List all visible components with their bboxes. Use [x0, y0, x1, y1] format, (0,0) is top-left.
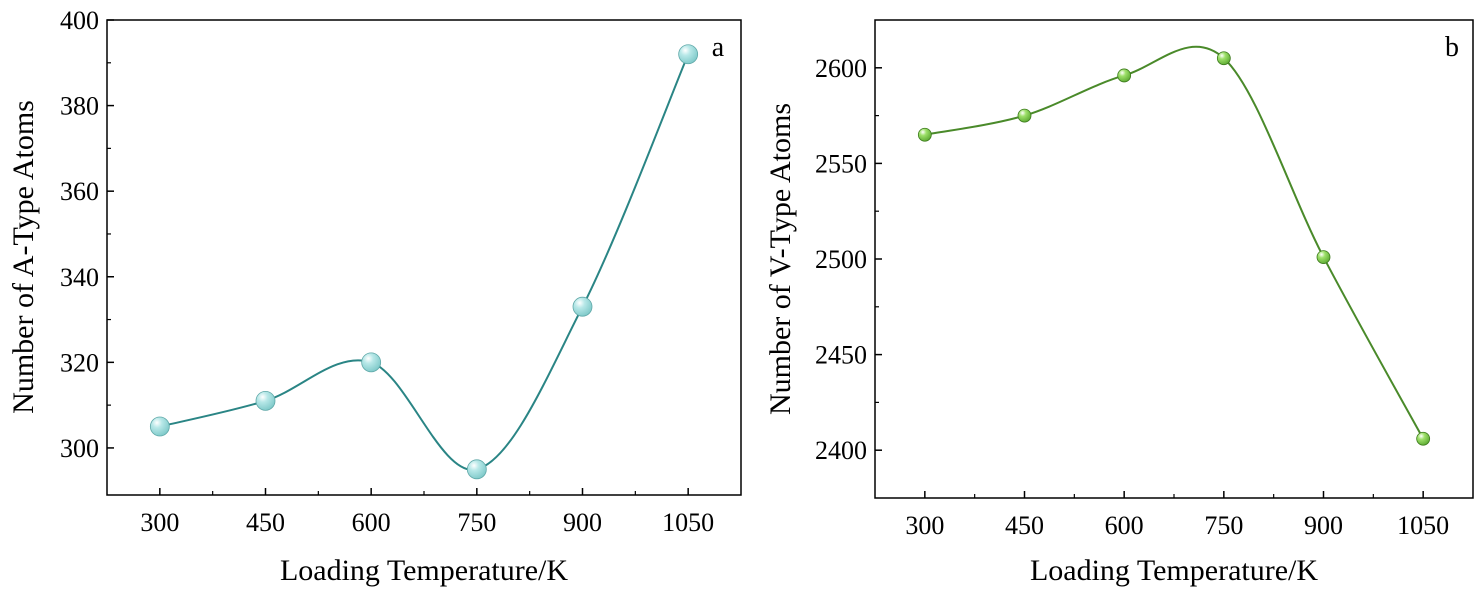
panel-a: 300 320 340 360 380 400 300 450 600 750 900 1050 a…: [7, 6, 742, 587]
y-tick-label-b: 2500: [815, 245, 867, 274]
panel-b: 2400 2450 2500 2550 2600 300 450 600 750 900 1050…: [764, 19, 1474, 587]
y-tick-label-a: 380: [60, 92, 99, 121]
y-axis-title-b: Number of V-Type Atoms: [764, 103, 797, 415]
data-point-b: [1316, 250, 1331, 264]
x-axis-title-a: Loading Temperature/K: [280, 554, 568, 587]
y-axis-title-a: Number of A-Type Atoms: [7, 100, 40, 414]
series-points-b: [917, 51, 1431, 446]
x-tick-label-a: 450: [246, 508, 285, 537]
data-point-a: [255, 390, 276, 411]
series-line-b: [924, 45, 1425, 440]
x-tick-label-a: 1050: [662, 508, 714, 537]
x-tick-label-a: 750: [457, 508, 496, 537]
x-axis-b: 300 450 600 750 900 1050: [905, 491, 1449, 540]
x-tick-label-a: 600: [352, 508, 391, 537]
y-tick-label-a: 300: [60, 434, 99, 463]
data-point-a: [149, 416, 170, 437]
x-tick-label-a: 900: [563, 508, 602, 537]
y-tick-label-b: 2400: [815, 436, 867, 465]
x-tick-label-b: 900: [1304, 511, 1343, 540]
y-tick-label-a: 320: [60, 348, 99, 377]
x-tick-label-b: 300: [905, 511, 944, 540]
series-points-a: [149, 44, 699, 480]
y-tick-label-b: 2550: [815, 149, 867, 178]
data-point-b: [1117, 68, 1132, 83]
y-tick-label-b: 2450: [815, 341, 867, 370]
data-point-b: [1017, 108, 1032, 123]
y-axis-a: 300 320 340 360 380 400: [60, 6, 114, 463]
x-axis-a: 300 450 600 750 900 1050: [140, 488, 714, 537]
x-tick-label-b: 1050: [1397, 511, 1449, 540]
x-tick-label-a: 300: [140, 508, 179, 537]
data-point-a: [361, 352, 382, 373]
panel-letter-b: b: [1445, 32, 1459, 63]
y-axis-b: 2400 2450 2500 2550 2600: [815, 54, 882, 465]
y-tick-label-a: 360: [60, 177, 99, 206]
x-tick-label-b: 750: [1204, 511, 1243, 540]
plot-frame-b: [874, 19, 1474, 499]
series-line-a: [159, 53, 690, 471]
y-tick-label-a: 340: [60, 263, 99, 292]
panel-letter-a: a: [712, 32, 725, 63]
data-point-a: [466, 459, 487, 480]
y-tick-label-a: 400: [60, 6, 99, 35]
x-tick-label-b: 600: [1105, 511, 1144, 540]
data-point-a: [572, 296, 593, 317]
data-point-a: [678, 44, 699, 65]
x-axis-title-b: Loading Temperature/K: [1030, 554, 1318, 587]
y-tick-label-b: 2600: [815, 54, 867, 83]
data-point-b: [1416, 431, 1431, 446]
data-point-b: [917, 127, 932, 142]
data-point-b: [1216, 51, 1231, 66]
x-tick-label-b: 450: [1005, 511, 1044, 540]
